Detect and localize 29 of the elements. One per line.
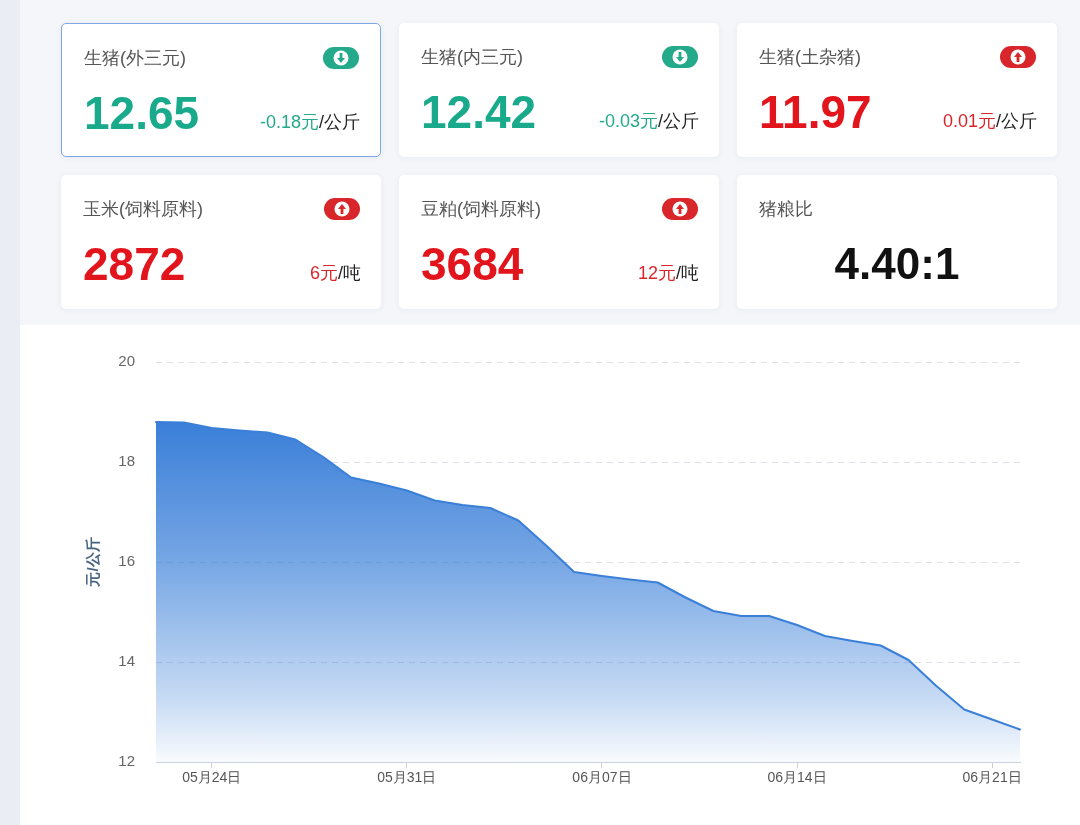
data-label: 11.97 bbox=[759, 85, 872, 140]
data-label: 4.40:1 bbox=[833, 238, 961, 290]
data-label: 12元 bbox=[637, 263, 676, 283]
data-label: 3684 bbox=[421, 237, 524, 292]
data-label: 2872 bbox=[83, 237, 186, 292]
text: 豆粕(饲料原料) bbox=[421, 198, 541, 221]
text: 生猪(内三元) bbox=[421, 46, 523, 69]
x-tick-label: 05月31日 bbox=[377, 769, 437, 786]
data-label: 6元 bbox=[309, 263, 338, 283]
x-tick-label: 06月21日 bbox=[962, 769, 1022, 786]
text: /吨 bbox=[676, 263, 699, 283]
y-tick-label: 18 bbox=[118, 452, 135, 470]
x-tick-label: 06月07日 bbox=[572, 769, 632, 786]
text: /公斤 bbox=[996, 111, 1037, 131]
y-tick-label: 20 bbox=[118, 352, 135, 370]
text: /公斤 bbox=[658, 111, 699, 131]
y-tick-label: 14 bbox=[118, 652, 135, 670]
y-tick-label: 12 bbox=[118, 752, 135, 770]
data-label: -0.03元 bbox=[598, 111, 658, 131]
x-tick-label: 06月14日 bbox=[767, 769, 827, 786]
y-tick-label: 16 bbox=[118, 552, 135, 570]
y-axis-title: 元/公斤 bbox=[84, 537, 102, 588]
data-label: 12.42 bbox=[421, 85, 537, 140]
x-tick-label: 05月24日 bbox=[182, 769, 242, 786]
text: 猪粮比 bbox=[759, 198, 813, 221]
text: 生猪(土杂猪) bbox=[759, 46, 861, 69]
text: /吨 bbox=[338, 263, 361, 283]
data-label: 0.01元 bbox=[942, 111, 996, 131]
text: 玉米(饲料原料) bbox=[83, 198, 203, 221]
